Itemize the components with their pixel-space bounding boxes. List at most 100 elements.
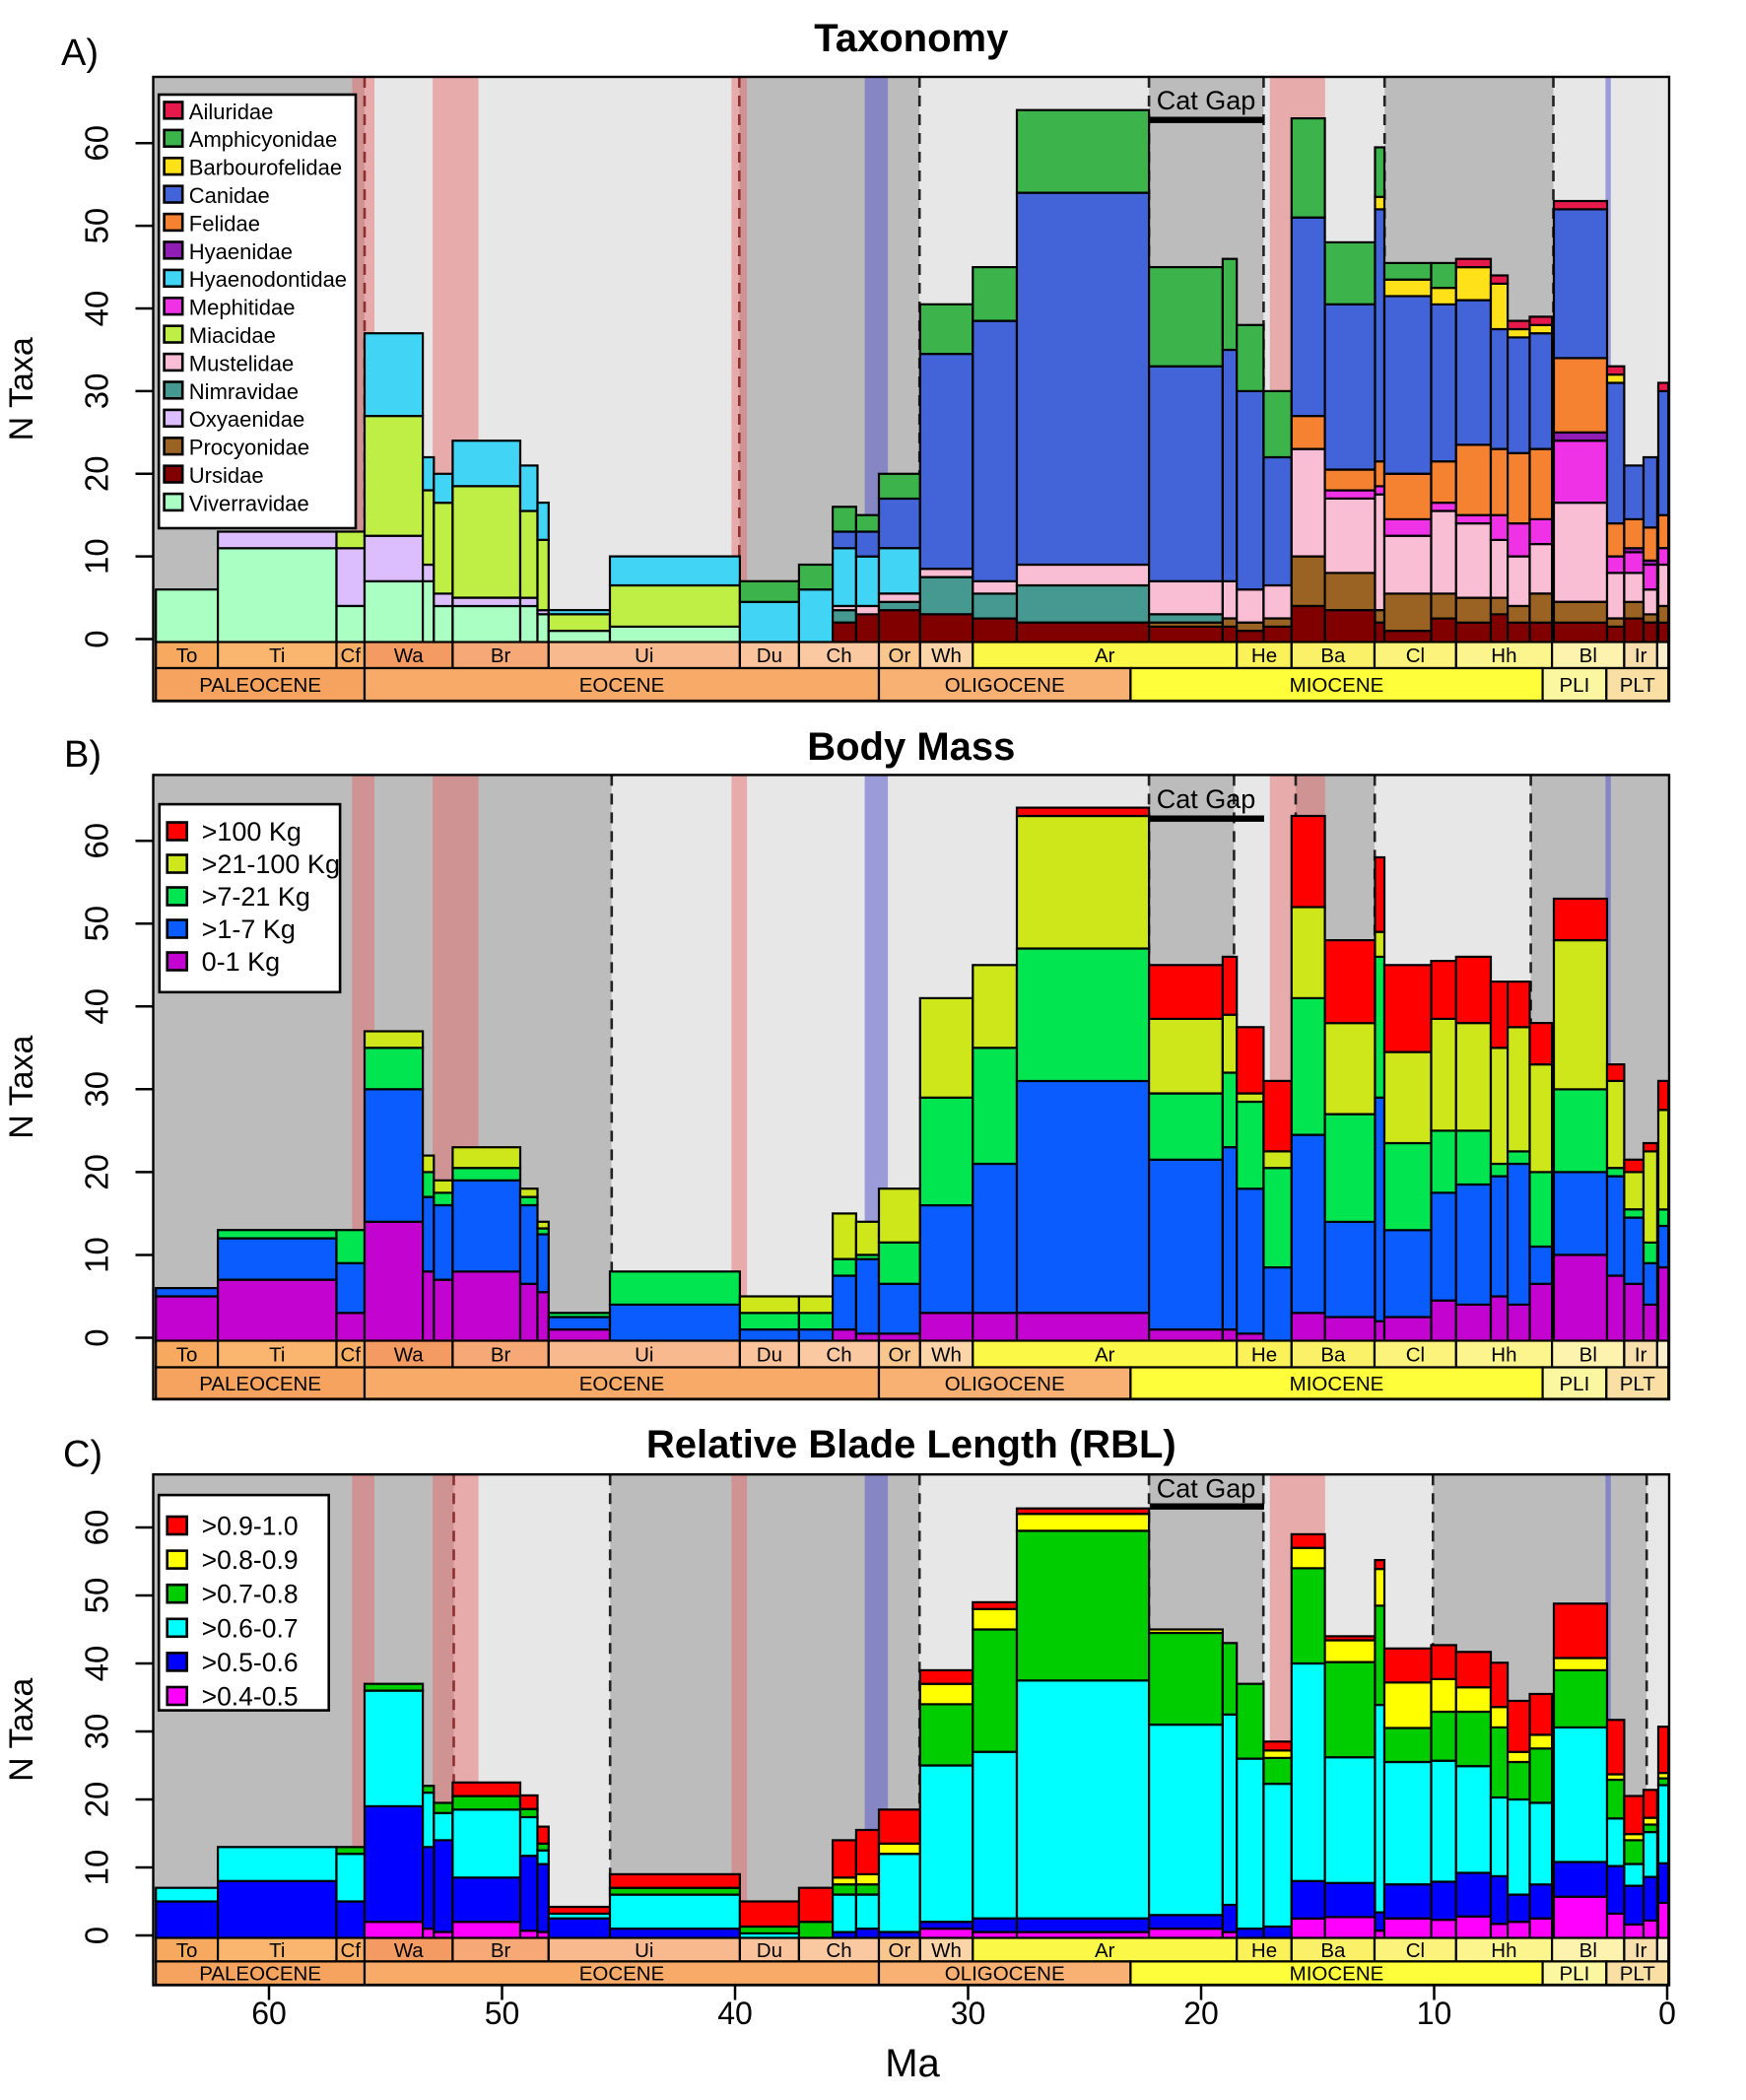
svg-text:Du: Du bbox=[757, 1343, 782, 1366]
svg-text:Body Mass: Body Mass bbox=[807, 725, 1015, 769]
svg-text:10: 10 bbox=[79, 1850, 115, 1886]
svg-text:OLIGOCENE: OLIGOCENE bbox=[945, 1373, 1065, 1395]
svg-text:Br: Br bbox=[491, 1939, 511, 1962]
svg-text:>0.4-0.5: >0.4-0.5 bbox=[202, 1682, 299, 1712]
svg-text:Or: Or bbox=[889, 644, 911, 667]
svg-text:30: 30 bbox=[79, 1714, 115, 1750]
svg-text:Cl: Cl bbox=[1406, 1939, 1425, 1962]
svg-text:To: To bbox=[176, 1343, 198, 1366]
svg-text:A): A) bbox=[61, 33, 99, 74]
svg-text:Amphicyonidae: Amphicyonidae bbox=[189, 127, 337, 152]
svg-text:Ba: Ba bbox=[1320, 644, 1346, 667]
svg-text:Taxonomy: Taxonomy bbox=[814, 17, 1009, 60]
svg-text:20: 20 bbox=[79, 1782, 115, 1818]
svg-text:>7-21 Kg: >7-21 Kg bbox=[202, 882, 310, 912]
svg-text:To: To bbox=[176, 1939, 198, 1962]
svg-text:10: 10 bbox=[1417, 1996, 1452, 2031]
svg-text:Ba: Ba bbox=[1320, 1343, 1346, 1366]
svg-text:Wh: Wh bbox=[931, 644, 962, 667]
svg-text:30: 30 bbox=[79, 1071, 115, 1108]
svg-text:Du: Du bbox=[757, 644, 782, 667]
svg-text:PLI: PLI bbox=[1560, 674, 1590, 697]
svg-text:N Taxa: N Taxa bbox=[3, 1036, 40, 1139]
svg-text:Hh: Hh bbox=[1491, 1343, 1516, 1366]
svg-text:Ursidae: Ursidae bbox=[189, 463, 264, 488]
svg-text:He: He bbox=[1251, 1939, 1277, 1962]
svg-text:Wa: Wa bbox=[394, 1343, 425, 1366]
svg-text:PALEOCENE: PALEOCENE bbox=[199, 1963, 321, 1986]
svg-text:Miacidae: Miacidae bbox=[189, 323, 276, 348]
svg-text:Wa: Wa bbox=[394, 644, 425, 667]
svg-text:OLIGOCENE: OLIGOCENE bbox=[945, 1963, 1065, 1986]
svg-text:>21-100 Kg: >21-100 Kg bbox=[202, 849, 340, 879]
svg-text:0: 0 bbox=[79, 1927, 115, 1944]
svg-text:B): B) bbox=[64, 734, 101, 776]
svg-text:>0.8-0.9: >0.8-0.9 bbox=[202, 1545, 299, 1575]
svg-text:50: 50 bbox=[79, 1578, 115, 1614]
svg-text:Felidae: Felidae bbox=[189, 211, 260, 236]
svg-text:MIOCENE: MIOCENE bbox=[1290, 1963, 1384, 1986]
svg-text:Ir: Ir bbox=[1635, 644, 1647, 667]
svg-text:0-1 Kg: 0-1 Kg bbox=[202, 947, 281, 977]
svg-text:To: To bbox=[176, 644, 198, 667]
svg-text:Bl: Bl bbox=[1579, 644, 1597, 667]
svg-text:>0.5-0.6: >0.5-0.6 bbox=[202, 1648, 299, 1677]
svg-text:60: 60 bbox=[79, 125, 115, 162]
svg-text:10: 10 bbox=[79, 1237, 115, 1273]
svg-text:Ti: Ti bbox=[269, 1343, 285, 1366]
svg-text:>1-7 Kg: >1-7 Kg bbox=[202, 915, 296, 944]
svg-text:Wh: Wh bbox=[931, 1939, 962, 1962]
svg-text:50: 50 bbox=[485, 1996, 520, 2031]
svg-text:40: 40 bbox=[79, 988, 115, 1025]
svg-text:Ui: Ui bbox=[635, 1939, 653, 1962]
svg-text:PLT: PLT bbox=[1620, 674, 1656, 697]
svg-text:Or: Or bbox=[889, 1939, 911, 1962]
svg-text:Viverravidae: Viverravidae bbox=[189, 491, 309, 515]
svg-text:N Taxa: N Taxa bbox=[3, 1678, 40, 1782]
svg-text:0: 0 bbox=[79, 630, 115, 647]
svg-text:N Taxa: N Taxa bbox=[3, 337, 40, 440]
svg-text:MIOCENE: MIOCENE bbox=[1290, 1373, 1384, 1395]
svg-text:30: 30 bbox=[79, 373, 115, 410]
svg-text:60: 60 bbox=[79, 823, 115, 859]
svg-text:OLIGOCENE: OLIGOCENE bbox=[945, 674, 1065, 697]
svg-text:Ch: Ch bbox=[826, 1343, 851, 1366]
svg-text:Nimravidae: Nimravidae bbox=[189, 379, 299, 404]
svg-text:Ti: Ti bbox=[269, 644, 285, 667]
svg-text:Ir: Ir bbox=[1635, 1343, 1647, 1366]
svg-text:He: He bbox=[1251, 1343, 1277, 1366]
svg-text:Hyaenidae: Hyaenidae bbox=[189, 239, 293, 264]
svg-text:20: 20 bbox=[79, 1154, 115, 1190]
svg-text:Br: Br bbox=[491, 1343, 511, 1366]
svg-text:EOCENE: EOCENE bbox=[579, 674, 665, 697]
svg-text:0: 0 bbox=[79, 1328, 115, 1346]
svg-text:Ar: Ar bbox=[1095, 1343, 1115, 1366]
svg-text:40: 40 bbox=[79, 1646, 115, 1682]
svg-text:40: 40 bbox=[717, 1996, 753, 2031]
svg-text:>0.7-0.8: >0.7-0.8 bbox=[202, 1580, 299, 1609]
svg-text:Wa: Wa bbox=[394, 1939, 425, 1962]
svg-text:C): C) bbox=[63, 1434, 102, 1475]
svg-text:0: 0 bbox=[1658, 1996, 1676, 2031]
svg-text:Mustelidae: Mustelidae bbox=[189, 351, 294, 375]
svg-text:Ch: Ch bbox=[826, 644, 851, 667]
svg-text:Bl: Bl bbox=[1579, 1343, 1597, 1366]
svg-text:>0.6-0.7: >0.6-0.7 bbox=[202, 1613, 299, 1643]
svg-text:Hh: Hh bbox=[1491, 644, 1516, 667]
svg-text:Br: Br bbox=[491, 644, 511, 667]
svg-text:Cat Gap: Cat Gap bbox=[1157, 1474, 1256, 1504]
svg-text:>100 Kg: >100 Kg bbox=[202, 817, 302, 847]
svg-text:Hyaenodontidae: Hyaenodontidae bbox=[189, 267, 347, 292]
svg-text:EOCENE: EOCENE bbox=[579, 1373, 665, 1395]
svg-text:>0.9-1.0: >0.9-1.0 bbox=[202, 1512, 299, 1541]
svg-text:Du: Du bbox=[757, 1939, 782, 1962]
svg-text:PALEOCENE: PALEOCENE bbox=[199, 1373, 321, 1395]
svg-text:PLT: PLT bbox=[1620, 1373, 1656, 1395]
svg-text:Ailuridae: Ailuridae bbox=[189, 100, 274, 124]
svg-text:PALEOCENE: PALEOCENE bbox=[199, 674, 321, 697]
svg-text:Cl: Cl bbox=[1406, 1343, 1425, 1366]
svg-text:Cat Gap: Cat Gap bbox=[1157, 86, 1256, 115]
svg-text:Cf: Cf bbox=[341, 1939, 362, 1962]
svg-text:30: 30 bbox=[951, 1996, 986, 2031]
svg-text:40: 40 bbox=[79, 291, 115, 327]
